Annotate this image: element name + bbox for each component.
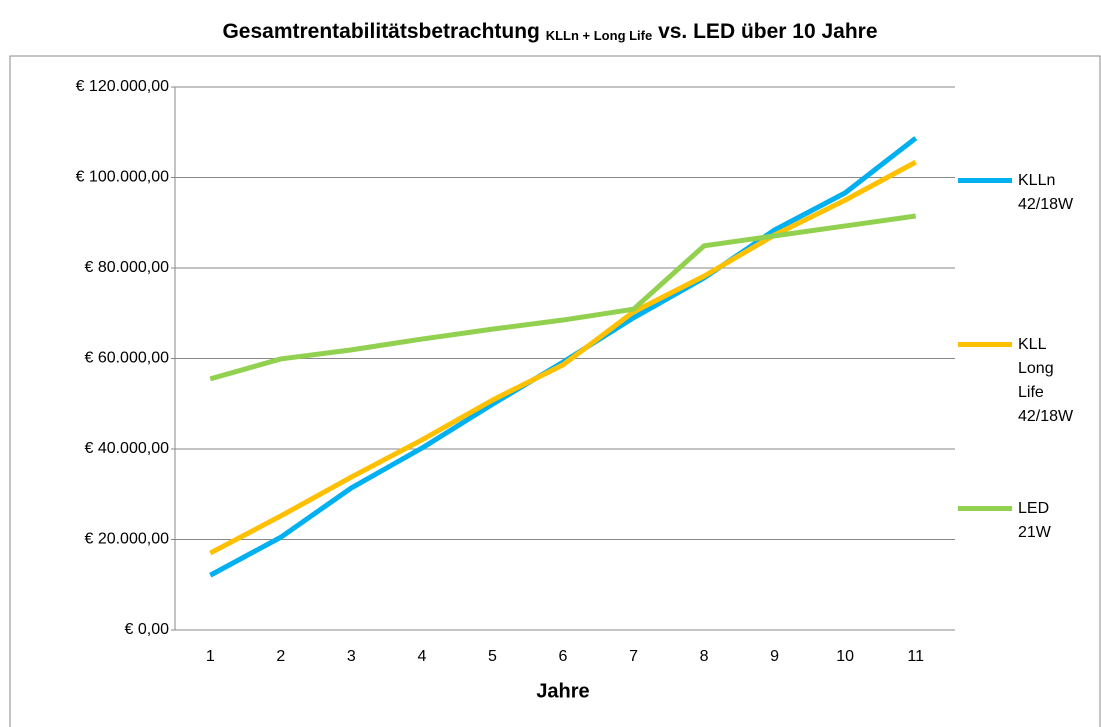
legend-label: LED 21W bbox=[1018, 500, 1051, 541]
legend-entry: KLL Long Life 42/18W bbox=[958, 333, 1073, 429]
legend-entry: LED 21W bbox=[958, 497, 1051, 545]
y-tick-label: € 120.000,00 bbox=[76, 78, 170, 95]
x-tick-label: 5 bbox=[488, 648, 497, 665]
x-tick-label: 1 bbox=[206, 648, 215, 665]
title-subscript: KLLn + Long Life bbox=[546, 28, 653, 43]
x-axis-label: Jahre bbox=[536, 680, 589, 702]
legend-label: KLL Long Life 42/18W bbox=[1018, 336, 1074, 425]
y-tick-label: € 40.000,00 bbox=[84, 440, 169, 457]
series-line bbox=[209, 159, 917, 556]
x-tick-label: 10 bbox=[836, 648, 854, 665]
title-main: Gesamtrentabilitätsbetrachtung bbox=[222, 20, 539, 43]
x-tick-label: 2 bbox=[276, 648, 285, 665]
y-tick-label: € 20.000,00 bbox=[84, 531, 169, 548]
y-tick-label: € 0,00 bbox=[125, 621, 170, 638]
legend-swatch bbox=[958, 506, 1012, 511]
y-tick-label: € 100.000,00 bbox=[76, 169, 170, 186]
x-tick-label: 11 bbox=[907, 648, 924, 665]
x-tick-label: 8 bbox=[700, 648, 709, 665]
legend-entry: KLLn 42/18W bbox=[958, 169, 1073, 217]
x-tick-label: 3 bbox=[347, 648, 356, 665]
legend-label: KLLn 42/18W bbox=[1018, 172, 1074, 213]
legend-swatch bbox=[958, 178, 1012, 183]
title-suffix: vs. LED über 10 Jahre bbox=[658, 20, 877, 43]
y-tick-label: € 60.000,00 bbox=[84, 350, 169, 367]
x-tick-label: 7 bbox=[629, 648, 638, 665]
series-line bbox=[209, 213, 917, 382]
y-tick-label: € 80.000,00 bbox=[84, 259, 169, 276]
legend-swatch bbox=[958, 342, 1012, 347]
chart-title: Gesamtrentabilitätsbetrachtung KLLn + Lo… bbox=[222, 20, 877, 48]
x-tick-label: 6 bbox=[559, 648, 568, 665]
x-tick-label: 9 bbox=[770, 648, 779, 665]
x-tick-label: 4 bbox=[417, 648, 426, 665]
chart-border bbox=[9, 55, 1101, 727]
